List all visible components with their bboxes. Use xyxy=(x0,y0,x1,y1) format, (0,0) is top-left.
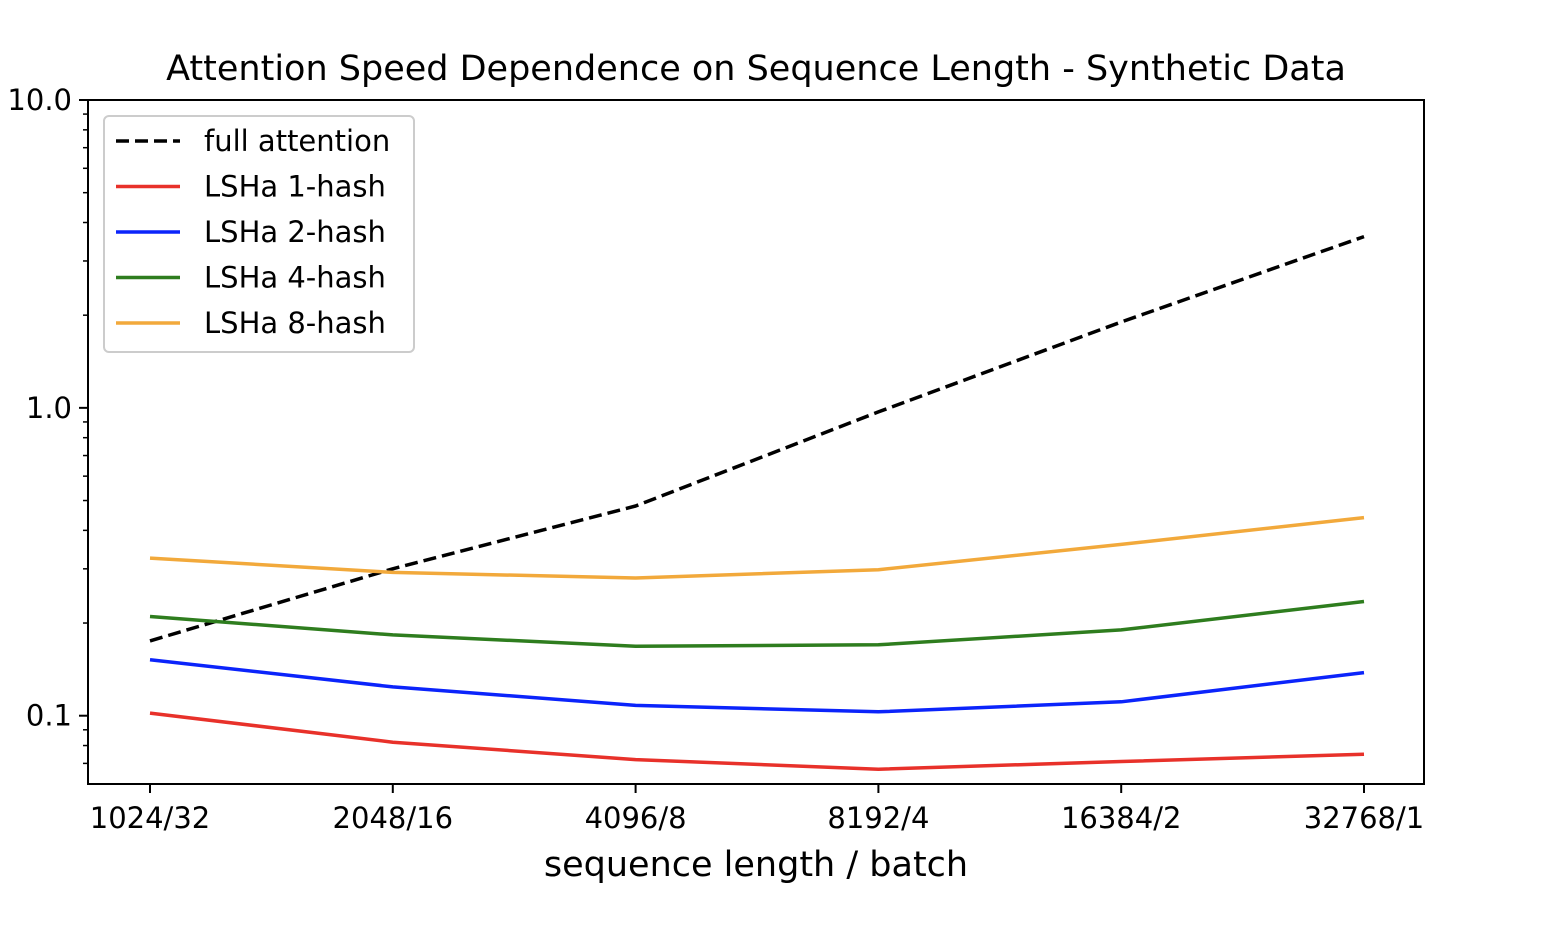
x-tick-label: 4096/8 xyxy=(585,801,687,835)
legend-label: LSHa 4-hash xyxy=(204,261,386,295)
x-tick-label: 1024/32 xyxy=(90,801,210,835)
legend-label: LSHa 1-hash xyxy=(204,170,386,204)
x-tick-label: 16384/2 xyxy=(1061,801,1181,835)
series-line-full-attention xyxy=(149,234,1365,643)
y-tick-label: 10.0 xyxy=(7,83,72,117)
series-group xyxy=(149,234,1365,771)
axes: 10.0 1.0 0.1 1024/32 2048/16 4096/8 8192/4 1638… xyxy=(7,83,1425,835)
x-tick-label: 8192/4 xyxy=(827,801,929,835)
series-line-lsha-8-hash xyxy=(149,515,1365,580)
legend-label: full attention xyxy=(204,124,390,158)
x-axis-label: sequence length / batch xyxy=(544,845,968,885)
legend-box xyxy=(103,115,415,353)
x-tick-label: 2048/16 xyxy=(333,801,453,835)
plot-frame xyxy=(87,99,1425,785)
chart-title: Attention Speed Dependence on Sequence L… xyxy=(166,49,1346,89)
legend: full attention LSHa 1-hash LSHa 2-hash LSHa… xyxy=(103,115,415,353)
legend-label: LSHa 2-hash xyxy=(204,215,386,249)
series-line-lsha-4-hash xyxy=(149,599,1365,649)
y-tick-label: 0.1 xyxy=(26,699,72,733)
series-line-lsha-1-hash xyxy=(149,711,1365,771)
legend-label: LSHa 8-hash xyxy=(204,306,386,340)
x-tick-label: 32768/1 xyxy=(1304,801,1424,835)
series-line-lsha-2-hash xyxy=(149,657,1365,714)
y-tick-label: 1.0 xyxy=(26,391,72,425)
